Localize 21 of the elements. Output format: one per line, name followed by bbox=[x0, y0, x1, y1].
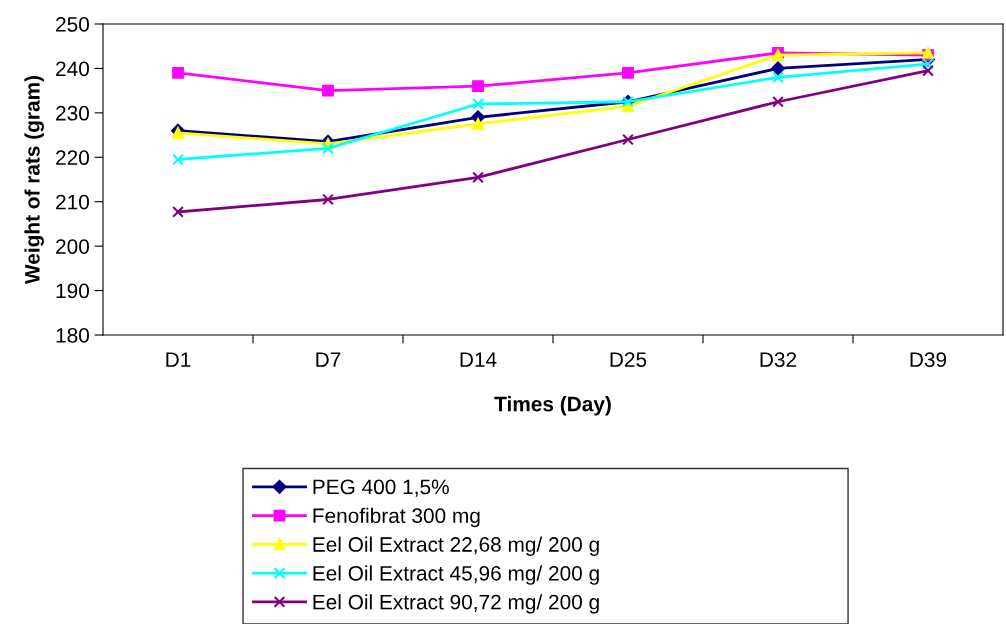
x-axis-title: Times (Day) bbox=[494, 396, 611, 416]
x-tick-label: D1 bbox=[166, 352, 191, 367]
x-tick-label: D39 bbox=[910, 352, 947, 367]
legend-label: Eel Oil Extract 90,72 mg/ 200 g bbox=[313, 594, 599, 614]
y-tick-label: 180 bbox=[56, 328, 89, 343]
y-tick-label: 230 bbox=[56, 105, 89, 121]
legend-label: PEG 400 1,5% bbox=[313, 479, 449, 497]
x-tick-label: D14 bbox=[460, 352, 497, 367]
legend-label: Eel Oil Extract 45,96 mg/ 200 g bbox=[313, 565, 599, 585]
legend-label: Fenofibrat 300 mg bbox=[313, 507, 480, 528]
y-tick-label: 220 bbox=[56, 150, 89, 166]
x-tick-label: D32 bbox=[760, 352, 797, 367]
y-axis-title: Weight of rats (gram) bbox=[24, 75, 44, 285]
x-tick-label: D25 bbox=[610, 352, 647, 367]
y-tick-label: 240 bbox=[56, 61, 89, 77]
legend-label: Eel Oil Extract 22,68 mg/ 200 g bbox=[313, 536, 599, 556]
y-tick-label: 210 bbox=[56, 194, 89, 210]
y-tick-label: 190 bbox=[56, 283, 89, 299]
y-tick-label: 200 bbox=[56, 239, 89, 254]
y-tick-label: 250 bbox=[56, 17, 89, 32]
x-tick-label: D7 bbox=[316, 352, 341, 367]
